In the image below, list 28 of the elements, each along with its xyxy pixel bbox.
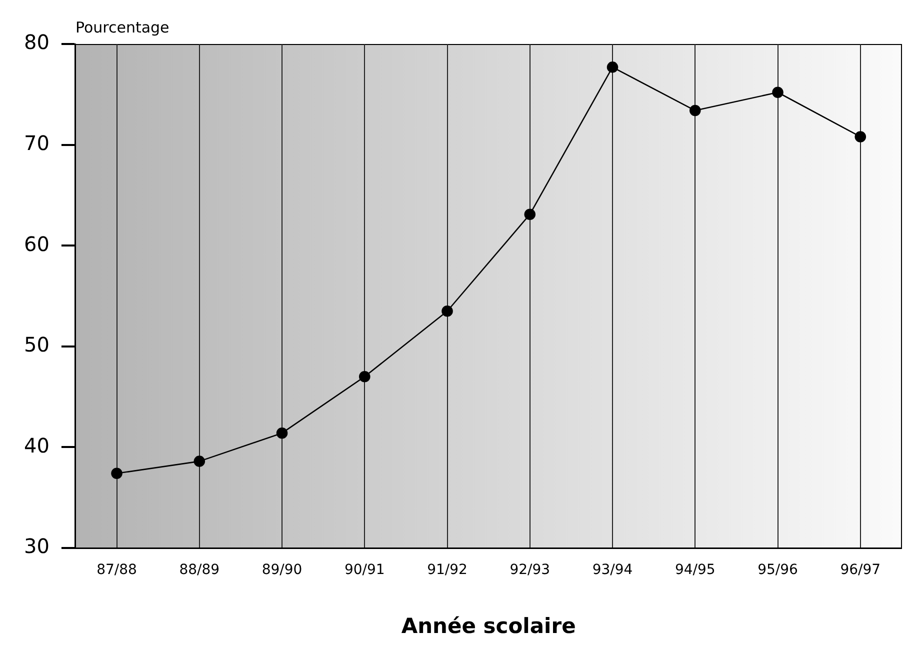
y-tick-label: 40	[24, 433, 50, 458]
point	[194, 456, 206, 467]
x-axis-title: Année scolaire	[401, 614, 576, 638]
x-tick-label: 93/94	[592, 562, 633, 578]
x-tick-label: 96/97	[840, 562, 881, 578]
x-tick-label: 87/88	[96, 562, 137, 578]
x-tick-label: 91/92	[427, 562, 468, 578]
y-tick-label: 60	[24, 232, 50, 256]
y-tick-label: 70	[24, 131, 50, 156]
point	[689, 104, 701, 116]
y-tick-label: 50	[24, 332, 50, 357]
point	[854, 131, 866, 142]
point	[442, 305, 453, 317]
y-axis-title: Pourcentage	[75, 18, 170, 36]
point	[524, 208, 536, 220]
point	[276, 427, 288, 439]
x-tick-label: 92/93	[510, 562, 550, 578]
point	[111, 468, 122, 480]
x-tick-label: 95/96	[758, 562, 798, 578]
point	[358, 370, 370, 382]
x-tick-label: 88/89	[179, 562, 220, 578]
y-tick-label: 30	[24, 534, 50, 558]
point	[772, 86, 784, 98]
x-tick-label: 94/95	[674, 562, 716, 578]
x-tick-label: 90/91	[344, 562, 385, 578]
x-tick-label: 89/90	[262, 562, 302, 578]
point	[606, 62, 618, 73]
y-tick-label: 80	[24, 30, 50, 54]
